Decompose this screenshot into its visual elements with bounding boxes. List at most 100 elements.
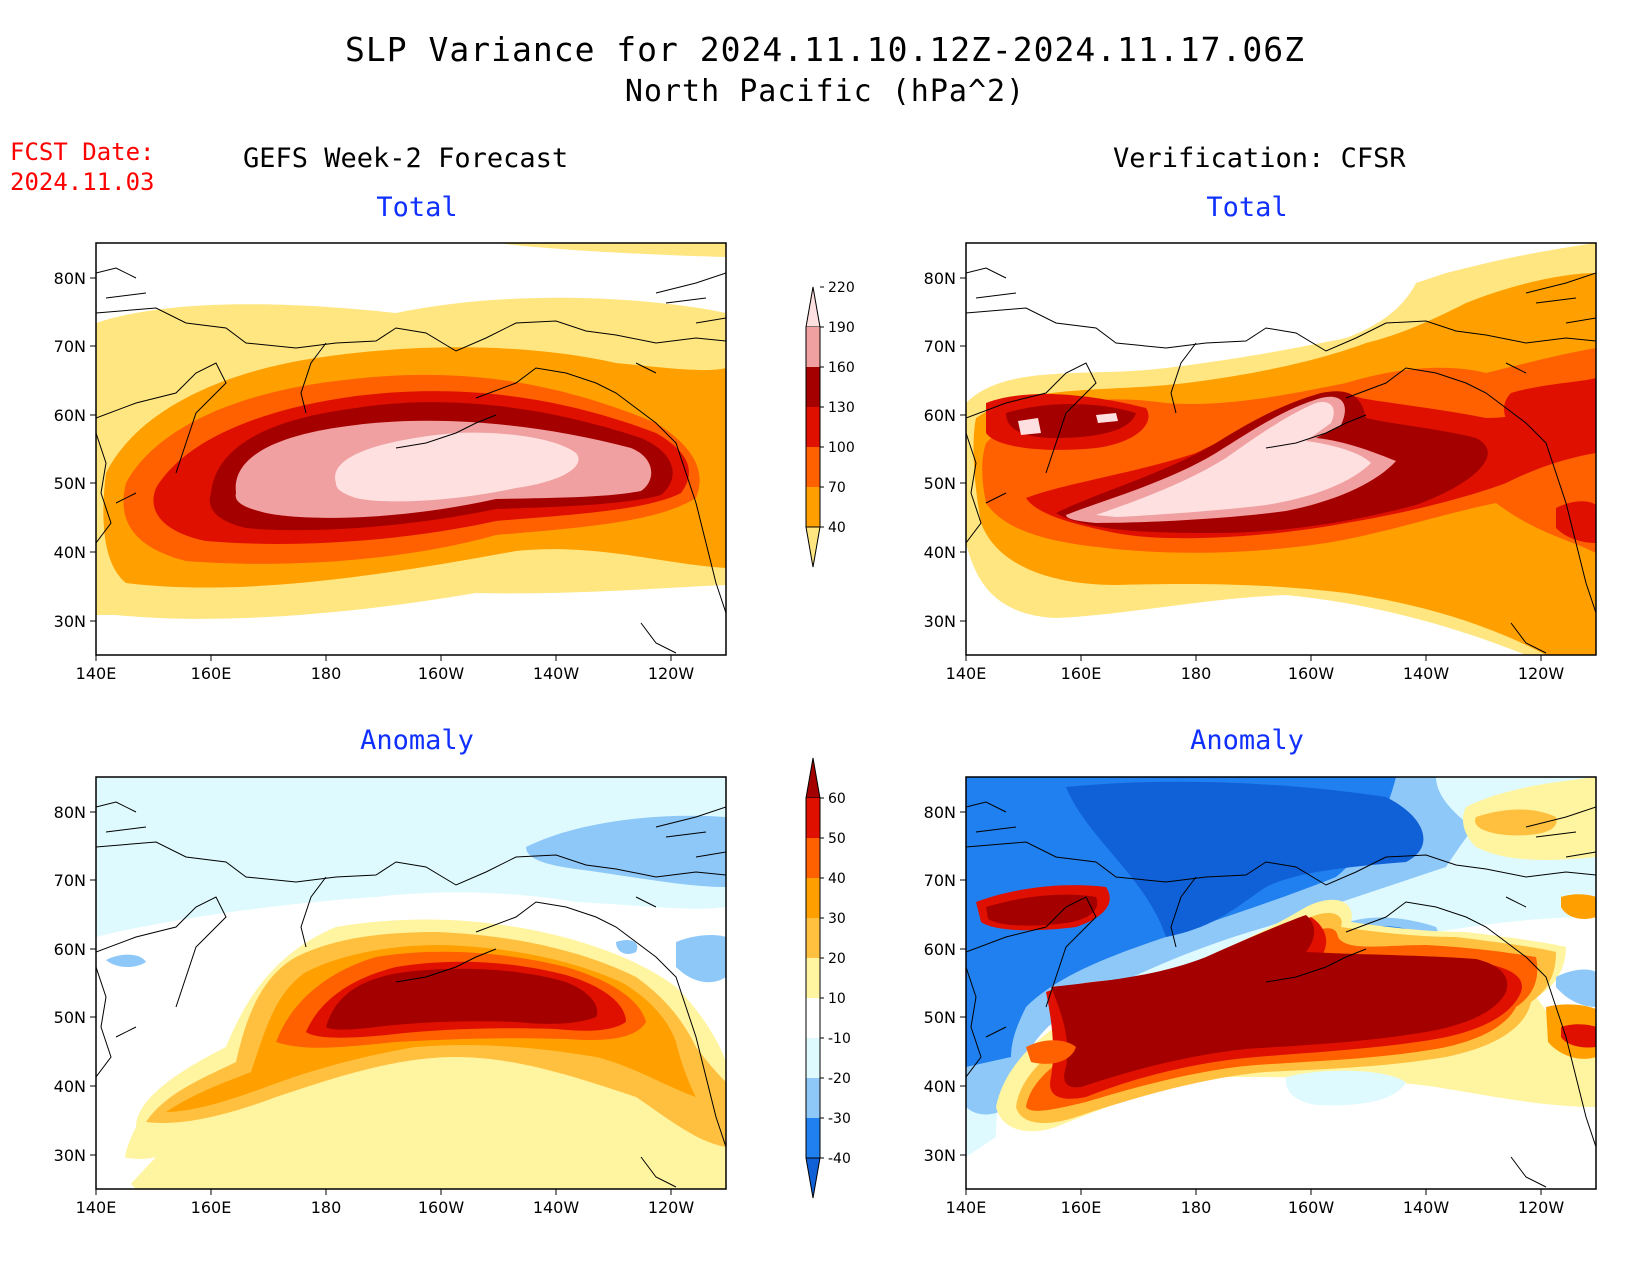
colorbar-level-label: -30	[828, 1111, 851, 1127]
lat-tick-label: 60N	[924, 406, 956, 425]
forecast-total-label: Total	[376, 192, 458, 223]
colorbar-box	[806, 487, 820, 527]
colorbar-level-label: 190	[828, 320, 855, 336]
colorbar-level-label: 50	[828, 831, 846, 847]
lat-tick-label: 60N	[54, 940, 86, 959]
lat-tick-label: 60N	[54, 406, 86, 425]
colorbar-level-label: 160	[828, 360, 855, 376]
colorbar-level-label: 70	[828, 480, 846, 496]
colorbar-box	[806, 367, 820, 407]
lon-tick-label: 140W	[1403, 1198, 1450, 1217]
lon-tick-label: 140E	[946, 1198, 987, 1217]
colorbar-box	[806, 1078, 820, 1118]
fcst-date-label: FCST Date:	[10, 138, 155, 166]
lon-tick-label: 160E	[1061, 664, 1102, 683]
lat-tick-label: 50N	[924, 474, 956, 493]
lon-tick-label: 160E	[191, 1198, 232, 1217]
verification-total-label: Total	[1206, 192, 1288, 223]
main-title: SLP Variance for 2024.11.10.12Z-2024.11.…	[345, 30, 1305, 69]
verification-anomaly-label: Anomaly	[1190, 725, 1304, 756]
colorbar-level-label: 10	[828, 991, 846, 1007]
colorbar-level-label: -10	[828, 1031, 851, 1047]
lon-tick-label: 140E	[76, 1198, 117, 1217]
colorbar-box	[806, 878, 820, 918]
colorbar-box	[806, 918, 820, 958]
colorbar-box	[806, 998, 820, 1038]
lat-tick-label: 60N	[924, 940, 956, 959]
lon-tick-label: 140E	[946, 664, 987, 683]
colorbar-bottom-arrow	[805, 526, 821, 568]
lat-tick-label: 80N	[54, 269, 86, 288]
colorbar-box	[806, 958, 820, 998]
lon-tick-label: 160W	[1288, 664, 1335, 683]
lat-tick-label: 80N	[924, 269, 956, 288]
lat-tick-label: 40N	[924, 1077, 956, 1096]
lon-tick-label: 120W	[648, 1198, 695, 1217]
colorbar-level-label: 30	[828, 911, 846, 927]
lat-tick-label: 40N	[54, 1077, 86, 1096]
colorbar-box	[806, 407, 820, 447]
anomaly-colorbar: -40 -30 -20 -10 10 20 30 40 50 60	[805, 757, 851, 1199]
colorbar-level-label: 220	[828, 280, 855, 296]
lon-tick-label: 180	[311, 1198, 342, 1217]
lon-tick-label: 180	[1181, 664, 1212, 683]
total-colorbar: 40 70 100 130 160 190 220	[805, 280, 855, 568]
lat-tick-label: 50N	[924, 1008, 956, 1027]
forecast-column-title: GEFS Week-2 Forecast	[243, 143, 569, 174]
colorbar-top-arrow	[805, 286, 821, 328]
forecast-anomaly-map	[95, 776, 727, 1190]
lat-tick-label: 30N	[54, 1146, 86, 1165]
map-axes: 80N 70N 60N 50N 40N 30N 140E 160E 180 160W 140W 120…	[54, 269, 1565, 1217]
colorbar-level-label: 60	[828, 791, 846, 807]
fcst-date-value: 2024.11.03	[10, 168, 155, 196]
lon-tick-label: 180	[311, 664, 342, 683]
lat-tick-label: 50N	[54, 1008, 86, 1027]
lat-tick-label: 80N	[924, 803, 956, 822]
lat-tick-label: 70N	[54, 871, 86, 890]
colorbar-level-label: 40	[828, 520, 846, 536]
lon-tick-label: 160W	[418, 664, 465, 683]
colorbar-level-label: 100	[828, 440, 855, 456]
verification-total-map	[965, 242, 1597, 656]
lon-tick-label: 120W	[1518, 664, 1565, 683]
lat-tick-label: 30N	[924, 1146, 956, 1165]
colorbar-top-arrow	[805, 757, 821, 799]
colorbar-level-label: -40	[828, 1151, 851, 1167]
lat-tick-label: 70N	[924, 871, 956, 890]
colorbar-level-label: 130	[828, 400, 855, 416]
lat-tick-label: 30N	[924, 612, 956, 631]
verification-anomaly-map	[965, 776, 1597, 1190]
lat-tick-label: 50N	[54, 474, 86, 493]
main-subtitle: North Pacific (hPa^2)	[624, 74, 1026, 109]
lon-tick-label: 160W	[1288, 1198, 1335, 1217]
lat-tick-label: 70N	[54, 337, 86, 356]
colorbar-box	[806, 1038, 820, 1078]
lat-tick-label: 30N	[54, 612, 86, 631]
lon-tick-label: 120W	[1518, 1198, 1565, 1217]
colorbar-box	[806, 447, 820, 487]
lat-tick-label: 40N	[924, 543, 956, 562]
lon-tick-label: 160E	[1061, 1198, 1102, 1217]
lon-tick-label: 180	[1181, 1198, 1212, 1217]
lat-tick-label: 70N	[924, 337, 956, 356]
forecast-total-map	[95, 242, 727, 656]
lon-tick-label: 140W	[1403, 664, 1450, 683]
colorbar-box	[806, 1118, 820, 1158]
lon-tick-label: 140W	[533, 664, 580, 683]
forecast-anomaly-label: Anomaly	[360, 725, 474, 756]
colorbar-box	[806, 327, 820, 367]
lon-tick-label: 140E	[76, 664, 117, 683]
colorbar-box	[806, 798, 820, 838]
lon-tick-label: 140W	[533, 1198, 580, 1217]
lon-tick-label: 160W	[418, 1198, 465, 1217]
fcst-date: FCST Date: 2024.11.03	[10, 137, 155, 197]
lat-tick-label: 80N	[54, 803, 86, 822]
lat-tick-label: 40N	[54, 543, 86, 562]
lon-tick-label: 120W	[648, 664, 695, 683]
colorbar-level-label: 40	[828, 871, 846, 887]
colorbar-box	[806, 838, 820, 878]
verification-column-title: Verification: CFSR	[1113, 143, 1406, 174]
colorbar-level-label: -20	[828, 1071, 851, 1087]
colorbar-level-label: 20	[828, 951, 846, 967]
